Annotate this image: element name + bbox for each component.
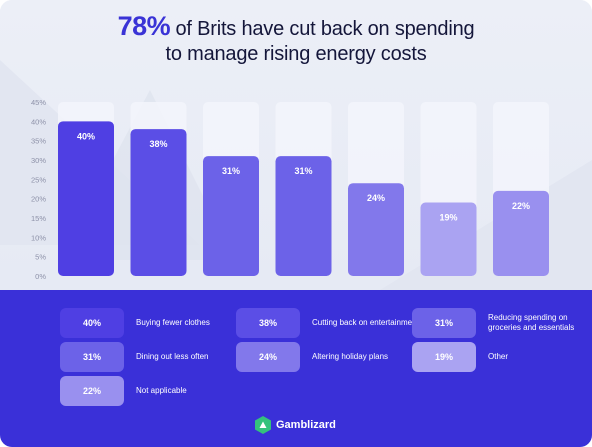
legend-label: Reducing spending on groceries and essen… xyxy=(488,313,575,332)
chart-panel: 78% of Brits have cut back on spending t… xyxy=(0,0,592,290)
legend-item: 24% Altering holiday plans xyxy=(236,342,422,372)
legend-swatch: 22% xyxy=(60,376,124,406)
legend-swatch: 40% xyxy=(60,308,124,338)
bar-data-label: 24% xyxy=(367,193,385,203)
y-tick-label: 45% xyxy=(31,98,46,107)
legend-swatch: 31% xyxy=(60,342,124,372)
bar-chart: 0% 5% 10% 15% 20% 25% 30% 35% 40% 45% 40% 38% 31% 31%… xyxy=(31,98,549,281)
bar-data-label: 40% xyxy=(77,131,95,141)
y-tick-label: 10% xyxy=(31,233,46,242)
bar-data-label: 31% xyxy=(222,166,240,176)
y-tick-label: 25% xyxy=(31,175,46,184)
legend-item: 19% Other xyxy=(412,342,592,372)
y-tick-label: 15% xyxy=(31,214,46,223)
bar-data-label: 19% xyxy=(439,213,457,223)
bar xyxy=(348,183,404,276)
legend-label: Buying fewer clothes xyxy=(136,318,210,327)
legend-label: Altering holiday plans xyxy=(312,352,389,361)
legend-label: Not applicable xyxy=(136,386,187,395)
bar xyxy=(130,129,187,276)
y-tick-label: 35% xyxy=(31,137,46,146)
headline-line-2: to manage rising energy costs xyxy=(165,43,427,65)
legend-item: 22% Not applicable xyxy=(60,376,246,406)
legend-item: 31% Dining out less often xyxy=(60,342,246,372)
y-tick-label: 0% xyxy=(35,272,46,281)
headline-highlight: 78% xyxy=(117,11,171,41)
legend-item: 40% Buying fewer clothes xyxy=(60,308,246,338)
bar-data-label: 22% xyxy=(512,201,530,211)
headline-line-1: 78% of Brits have cut back on spending xyxy=(0,11,592,42)
legend-swatch: 31% xyxy=(412,308,476,338)
y-tick-label: 20% xyxy=(31,195,46,204)
bar-data-label: 31% xyxy=(294,166,312,176)
legend-item: 38% Cutting back on entertainment xyxy=(236,308,422,338)
bar xyxy=(493,190,549,276)
bar-data-label: 38% xyxy=(149,139,167,149)
legend-swatch: 19% xyxy=(412,342,476,372)
brand-name: Gamblizard xyxy=(276,419,336,431)
bar xyxy=(275,156,332,276)
headline: 78% of Brits have cut back on spending t… xyxy=(0,11,592,67)
legend-label: Dining out less often xyxy=(136,352,209,361)
brand-logo: Gamblizard xyxy=(255,416,336,434)
y-tick-label: 30% xyxy=(31,156,46,165)
legend-item: 31% Reducing spending on groceries and es… xyxy=(412,308,592,338)
legend-label: Cutting back on entertainment xyxy=(312,318,419,327)
legend-swatch: 38% xyxy=(236,308,300,338)
headline-line-1-text: of Brits have cut back on spending xyxy=(175,18,475,40)
bar xyxy=(420,202,477,276)
bar xyxy=(203,156,259,276)
y-tick-label: 5% xyxy=(35,253,46,262)
bar xyxy=(58,121,114,276)
y-tick-label: 40% xyxy=(31,117,46,126)
legend-label: Other xyxy=(488,352,509,361)
gamblizard-logo-icon xyxy=(255,416,271,434)
legend-swatch: 24% xyxy=(236,342,300,372)
